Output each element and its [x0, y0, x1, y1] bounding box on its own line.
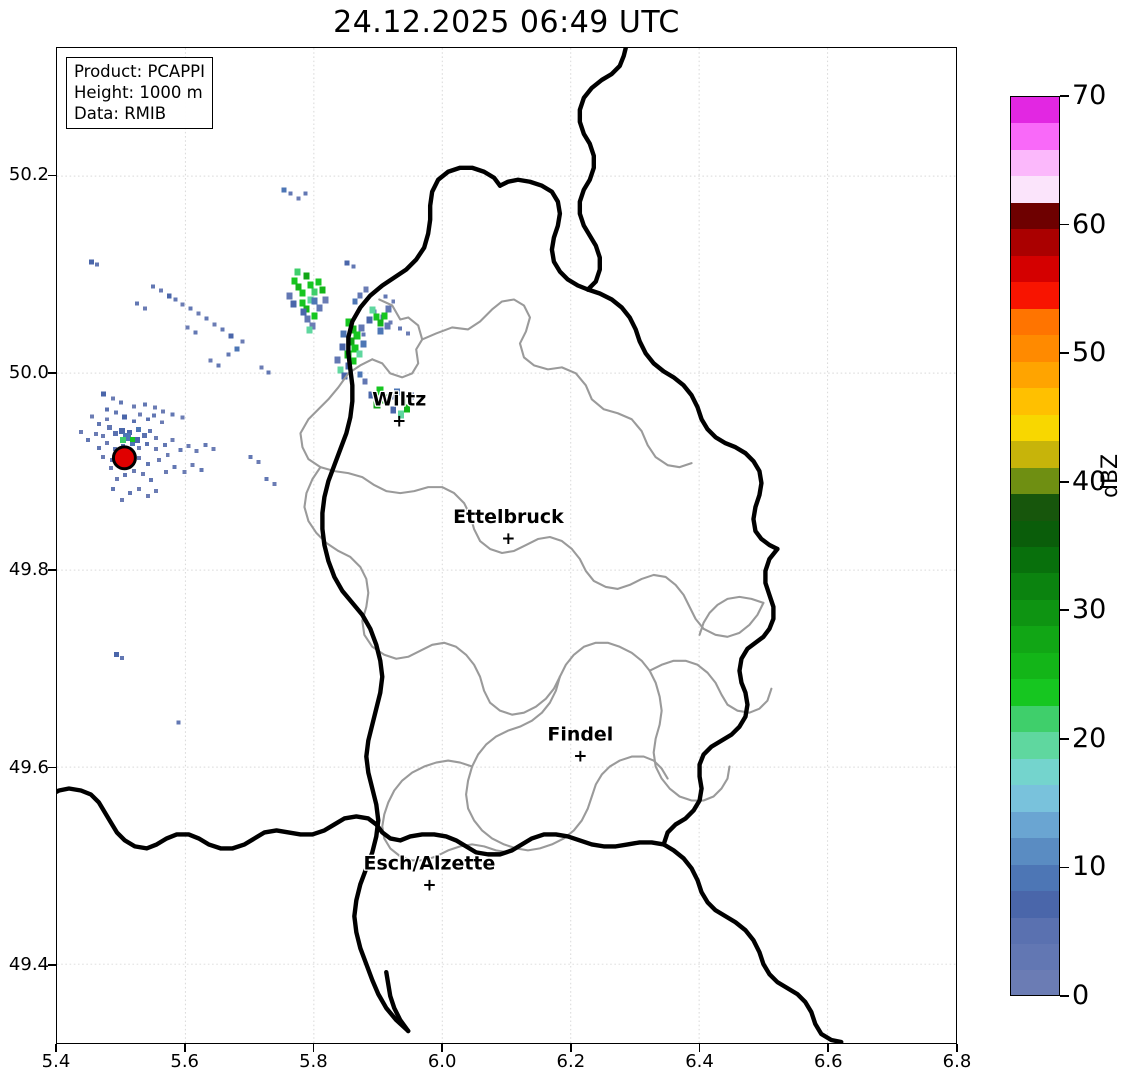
y-tick-mark [48, 766, 56, 769]
colorbar[interactable] [1010, 96, 1060, 996]
colorbar-band [1011, 335, 1059, 362]
radar-map-plot[interactable]: Wiltz + Ettelbruck + Findel + Esch/Alzette + [56, 47, 957, 1044]
colorbar-tick-label: 60 [1072, 208, 1107, 240]
colorbar-band [1011, 891, 1059, 918]
x-tick-mark [698, 1044, 701, 1052]
colorbar-band [1011, 467, 1059, 495]
colorbar-band [1011, 970, 1059, 995]
info-product: Product: PCAPPI [74, 62, 205, 81]
colorbar-band [1011, 414, 1059, 442]
colorbar-tick-mark [1060, 738, 1069, 740]
colorbar-tick-mark [1060, 995, 1069, 997]
y-tick-label: 50.0 [8, 361, 49, 383]
colorbar-tick-mark [1060, 480, 1069, 483]
x-tick-label: 5.8 [299, 1051, 328, 1072]
city-marker: + [392, 411, 406, 431]
y-tick-mark [48, 174, 56, 177]
colorbar-tick-mark [1060, 609, 1069, 612]
x-tick-label: 6.8 [942, 1051, 972, 1072]
colorbar-band [1011, 917, 1059, 944]
city-label: Esch/Alzette [364, 853, 496, 875]
district-borders [299, 298, 773, 862]
colorbar-band [1011, 599, 1059, 627]
x-tick-label: 5.6 [170, 1051, 200, 1072]
city-label: Findel [547, 724, 613, 746]
colorbar-tick-mark [1060, 352, 1069, 354]
country-border [57, 48, 844, 1043]
colorbar-band [1011, 97, 1059, 124]
city-marker: + [573, 746, 587, 766]
x-tick-mark [183, 1044, 186, 1052]
x-tick-label: 6.4 [685, 1051, 714, 1072]
x-tick-label: 6.6 [813, 1051, 843, 1072]
colorbar-band [1011, 546, 1059, 574]
colorbar-tick-mark [1060, 223, 1069, 226]
y-tick-label: 49.4 [8, 954, 49, 976]
colorbar-band [1011, 255, 1059, 283]
info-data: Data: RMIB [74, 104, 167, 123]
grid-lines [57, 48, 956, 1043]
colorbar-band [1011, 388, 1059, 415]
colorbar-tick-label: 40 [1072, 465, 1107, 497]
colorbar-tick-label: 70 [1072, 80, 1107, 111]
colorbar-band [1011, 123, 1059, 150]
radar-map-svg: Wiltz+Ettelbruck+Findel+Esch/Alzette+ [57, 48, 956, 1043]
y-tick-label: 49.8 [8, 559, 49, 581]
colorbar-band [1011, 758, 1059, 786]
colorbar-tick-label: 50 [1072, 337, 1107, 369]
x-tick-label: 5.4 [41, 1051, 71, 1072]
colorbar-band [1011, 494, 1059, 521]
y-tick-mark [48, 964, 56, 966]
colorbar-band [1011, 361, 1059, 389]
x-tick-label: 6.0 [427, 1051, 457, 1072]
city-label: Wiltz [372, 389, 426, 411]
city-labels: Wiltz+Ettelbruck+Findel+Esch/Alzette+ [362, 387, 614, 895]
colorbar-band [1011, 626, 1059, 653]
colorbar-tick-mark [1060, 95, 1069, 97]
colorbar-band [1011, 441, 1059, 468]
colorbar-band [1011, 308, 1059, 336]
colorbar-band [1011, 838, 1059, 865]
x-tick-mark [441, 1044, 443, 1052]
colorbar-tick-mark [1060, 866, 1069, 869]
x-tick-label: 6.2 [556, 1051, 586, 1072]
colorbar-band [1011, 282, 1059, 309]
colorbar-tick-label: 0 [1072, 980, 1090, 1011]
page-title: 24.12.2025 06:49 UTC [333, 5, 680, 40]
y-tick-mark [48, 371, 56, 374]
radar-site-marker[interactable] [111, 445, 137, 471]
city-label: Ettelbruck [453, 506, 564, 528]
radar-echo-layer [78, 187, 415, 725]
colorbar-band [1011, 732, 1059, 759]
y-tick-label: 49.6 [8, 756, 49, 778]
colorbar-band [1011, 520, 1059, 547]
colorbar-band [1011, 705, 1059, 733]
colorbar-band [1011, 652, 1059, 680]
colorbar-band [1011, 573, 1059, 600]
x-tick-mark [827, 1044, 830, 1052]
colorbar-band [1011, 811, 1059, 839]
colorbar-tick-label: 30 [1072, 594, 1107, 626]
city-marker: + [501, 528, 515, 548]
info-box: Product: PCAPPI Height: 1000 m Data: RMI… [66, 57, 213, 129]
colorbar-band [1011, 785, 1059, 812]
x-tick-mark [55, 1044, 57, 1052]
x-tick-mark [956, 1044, 958, 1052]
colorbar-band [1011, 944, 1059, 971]
x-tick-mark [570, 1044, 572, 1052]
colorbar-band [1011, 202, 1059, 230]
colorbar-band [1011, 864, 1059, 892]
info-height: Height: 1000 m [74, 83, 203, 102]
colorbar-band [1011, 149, 1059, 177]
y-tick-label: 50.2 [8, 164, 49, 186]
colorbar-band [1011, 679, 1059, 706]
colorbar-band [1011, 229, 1059, 256]
y-tick-mark [48, 569, 56, 571]
colorbar-tick-label: 20 [1072, 722, 1107, 754]
colorbar-tick-label: 10 [1072, 851, 1107, 883]
x-tick-mark [312, 1044, 315, 1052]
city-marker: + [422, 875, 436, 895]
colorbar-label: dBZ [1098, 453, 1123, 498]
colorbar-band [1011, 176, 1059, 203]
